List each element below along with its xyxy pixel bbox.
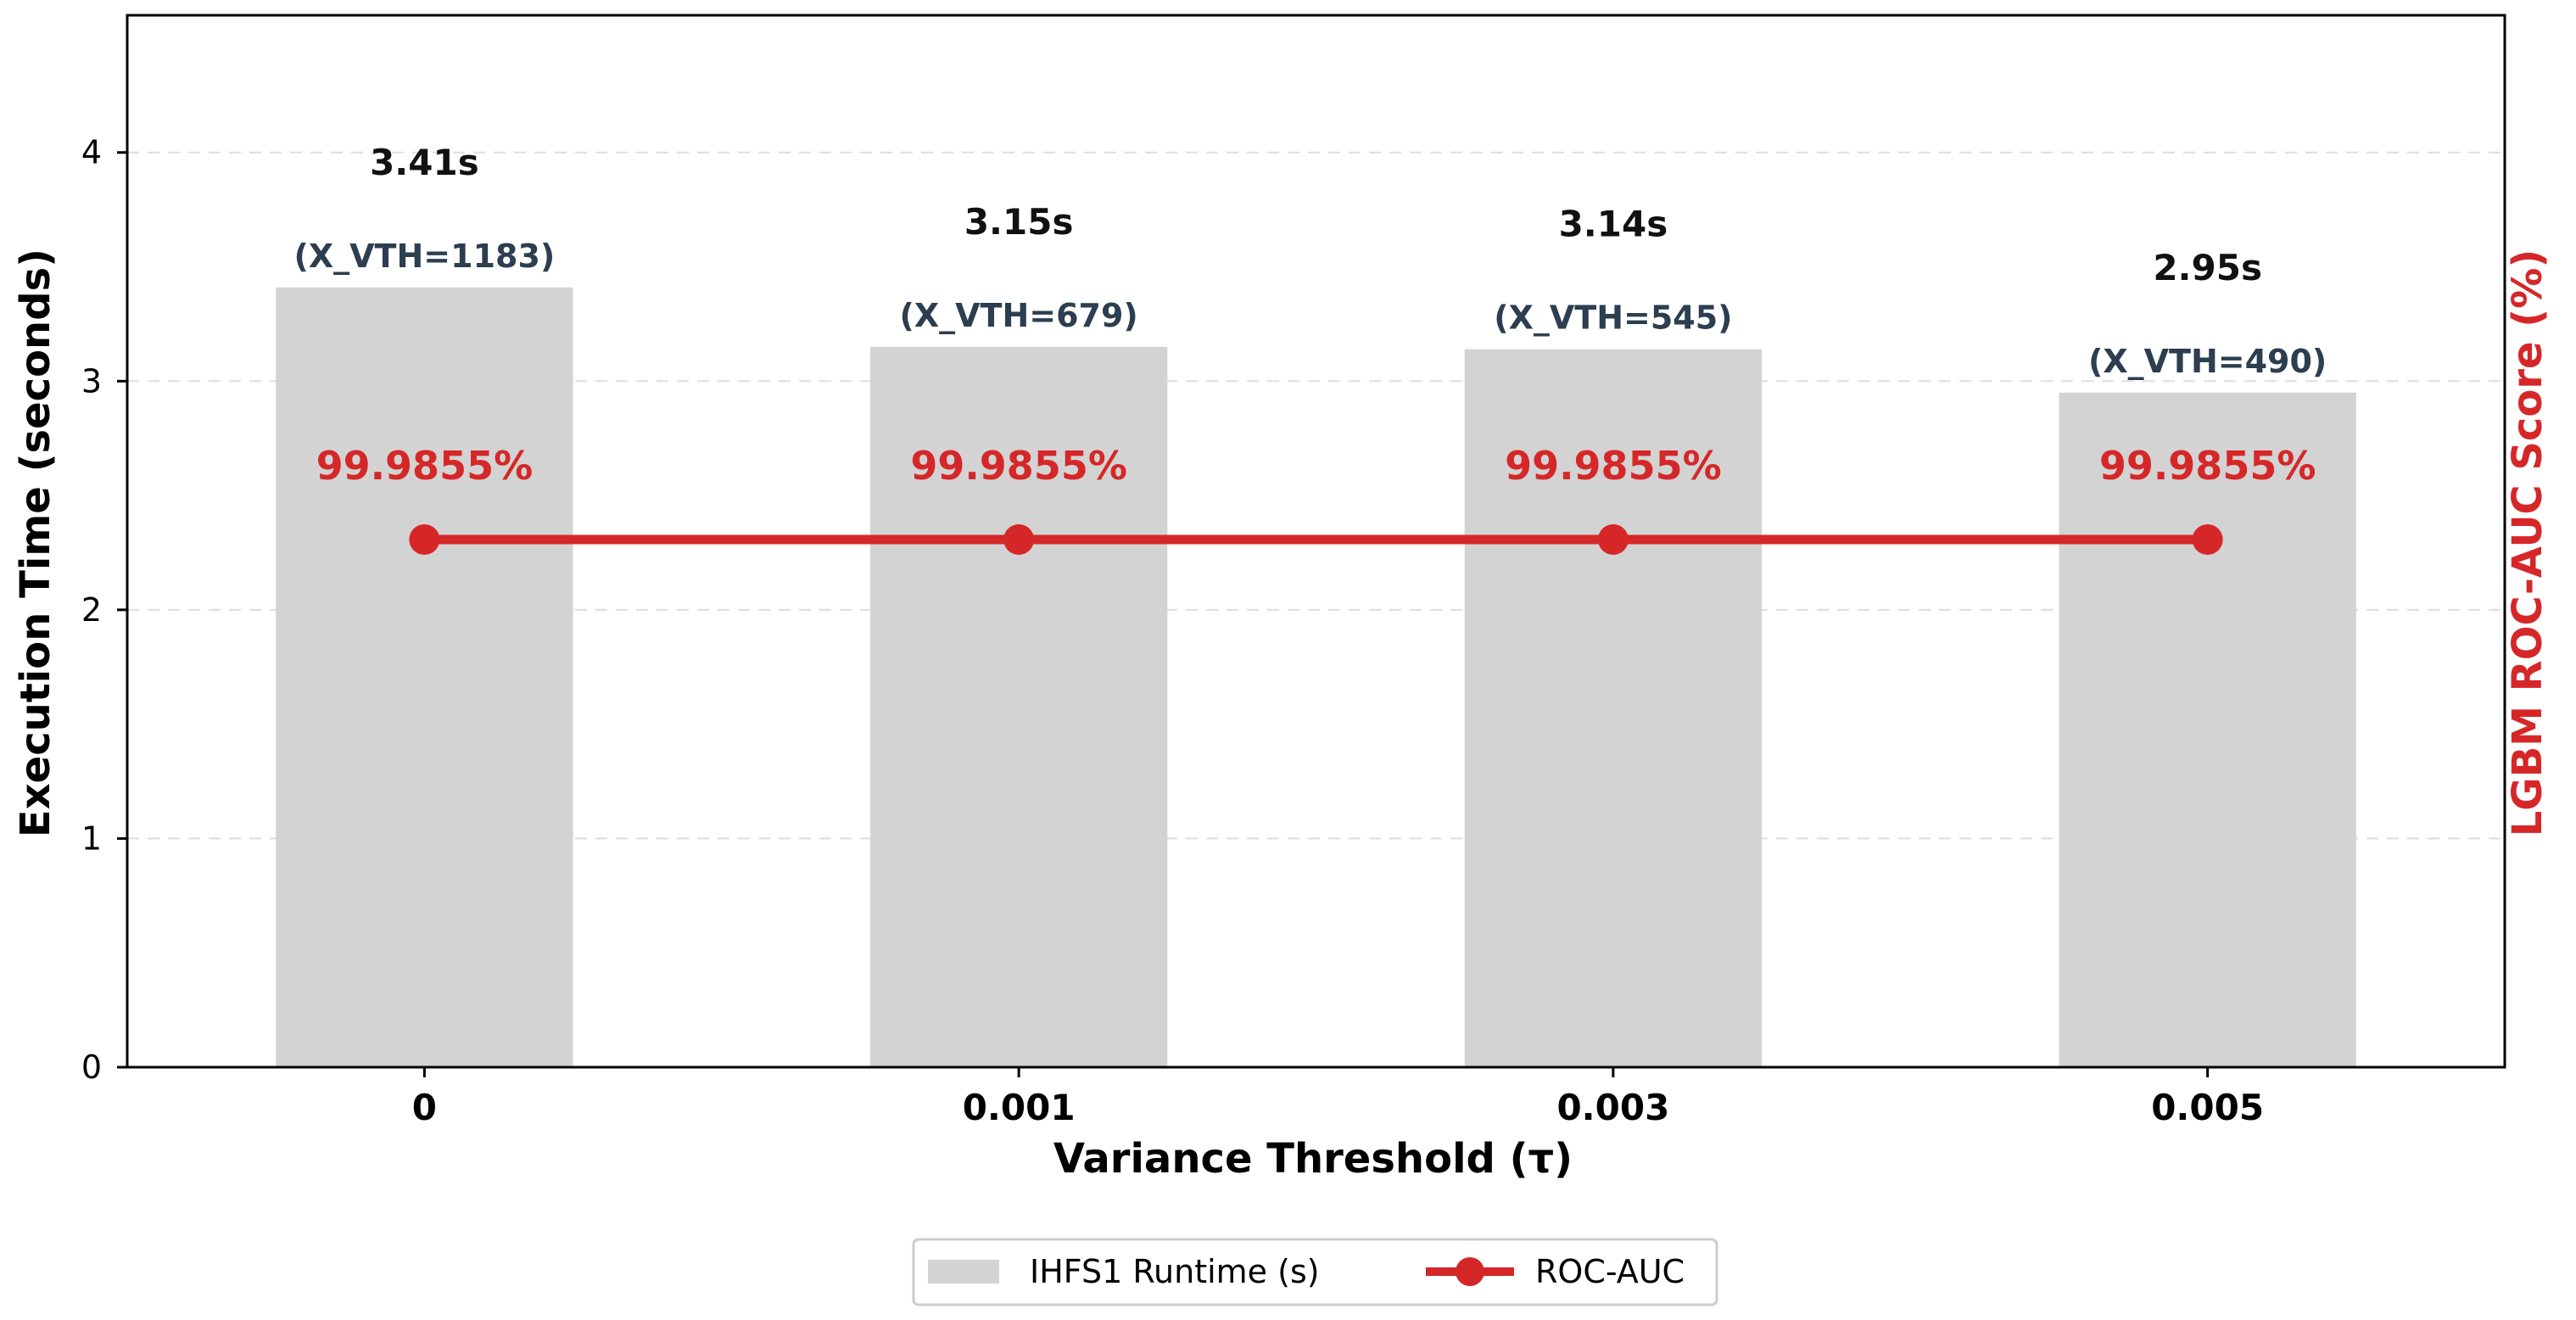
bars-layer — [276, 287, 2356, 1068]
legend: IHFS1 Runtime (s) ROC-AUC — [912, 1238, 1718, 1306]
legend-line-label: ROC-AUC — [1535, 1253, 1685, 1290]
x-tick-label: 0.005 — [2151, 1087, 2264, 1128]
y2-axis-title: LGBM ROC-AUC Score (%) — [2504, 249, 2551, 837]
roc-auc-label: 99.9855% — [2099, 443, 2316, 489]
y-tick-label: 4 — [81, 134, 102, 171]
line-layer — [409, 524, 2223, 555]
bar-feature-label: (X_VTH=490) — [2088, 343, 2327, 380]
roc-auc-marker — [2192, 524, 2223, 555]
bar — [2059, 392, 2356, 1068]
bar-value-label: 3.15s — [964, 201, 1074, 243]
axes-layer: 0 1 2 3 4 0 0.001 0.003 0.005 — [81, 14, 2506, 1128]
labels-layer: (X_VTH=1183) 3.41s 99.9855% (X_VTH=679) 3.15… — [293, 142, 2327, 489]
bar-value-label: 3.41s — [370, 142, 479, 183]
legend-bar-swatch — [928, 1260, 999, 1284]
x-tick-label: 0.003 — [1556, 1087, 1669, 1128]
roc-auc-label: 99.9855% — [1505, 443, 1722, 489]
x-tick-label: 0.001 — [963, 1087, 1076, 1128]
y-axis-title: Execution Time (seconds) — [12, 249, 59, 837]
bar-value-label: 2.95s — [2153, 247, 2262, 288]
y-tick-label: 1 — [81, 819, 102, 857]
x-axis-title: Variance Threshold (τ) — [1053, 1135, 1573, 1183]
plot-frame — [126, 14, 2506, 1069]
legend-frame — [912, 1238, 1718, 1306]
roc-auc-marker — [409, 524, 440, 555]
roc-auc-label: 99.9855% — [316, 443, 534, 489]
roc-auc-label: 99.9855% — [910, 443, 1127, 489]
bar-feature-label: (X_VTH=1183) — [293, 238, 555, 275]
bar — [1464, 349, 1763, 1068]
y-tick-label: 3 — [81, 362, 102, 400]
roc-auc-marker — [1597, 524, 1629, 555]
bar — [276, 287, 573, 1068]
x-tick-label: 0 — [412, 1087, 437, 1128]
bar-value-label: 3.14s — [1559, 204, 1668, 245]
y-tick-label: 0 — [81, 1049, 102, 1086]
bar-feature-label: (X_VTH=545) — [1494, 299, 1732, 337]
bar — [869, 346, 1168, 1067]
y-tick-label: 2 — [81, 591, 102, 629]
legend-line-marker — [1456, 1257, 1484, 1286]
roc-auc-marker — [1003, 524, 1035, 555]
bar-feature-label: (X_VTH=679) — [899, 297, 1137, 334]
legend-bar-label: IHFS1 Runtime (s) — [1030, 1253, 1320, 1290]
